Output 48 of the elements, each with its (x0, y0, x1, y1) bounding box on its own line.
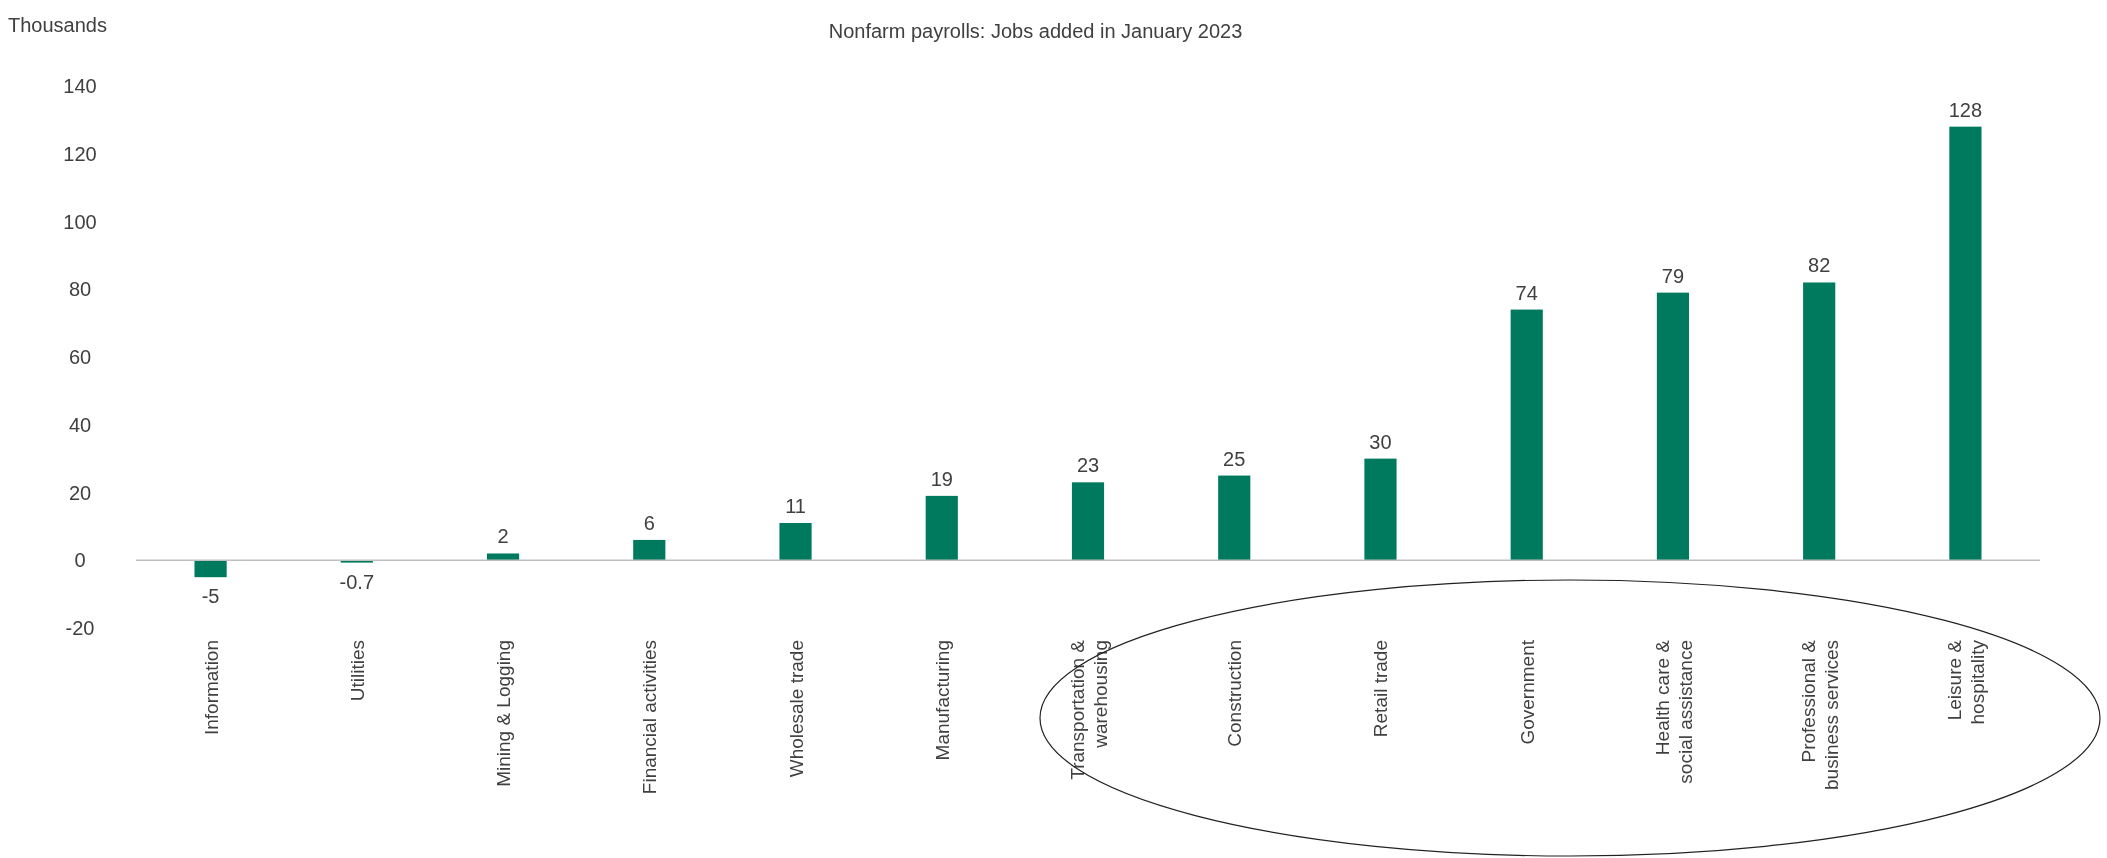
bar (1656, 292, 1690, 561)
bar (633, 539, 666, 561)
x-tick-label: Manufacturing (931, 640, 953, 761)
bar (1218, 475, 1251, 561)
bar (1364, 458, 1397, 561)
y-tick-label: 60 (68, 346, 92, 368)
x-tick-label: Financial activities (639, 640, 661, 795)
bar (925, 495, 958, 561)
y-tick-label: 0 (74, 549, 86, 572)
data-label: 79 (1661, 264, 1685, 287)
y-tick-label: 140 (63, 75, 97, 97)
x-tick-label: Health care & social assistance (1651, 639, 1696, 784)
y-tick-label: 100 (63, 210, 97, 233)
y-tick-label: 120 (63, 142, 97, 165)
bar (779, 522, 812, 561)
data-label: 74 (1515, 281, 1538, 304)
y-tick-label: 40 (68, 413, 92, 436)
bar (1803, 282, 1836, 561)
y-axis-title: Thousands (8, 14, 107, 36)
data-label: 30 (1369, 430, 1392, 453)
data-label: -0.7 (339, 570, 375, 593)
bar (1949, 126, 1982, 561)
chart-title: Nonfarm payrolls: Jobs added in January 2023 (828, 20, 1243, 42)
data-label: -5 (201, 585, 220, 608)
bar (486, 553, 520, 561)
bar (1510, 309, 1543, 561)
y-tick-label: -20 (65, 617, 95, 639)
data-label: 25 (1223, 447, 1246, 470)
data-label: 11 (785, 494, 806, 517)
x-tick-label: Construction (1224, 640, 1246, 747)
x-tick-label: Government (1516, 639, 1538, 745)
x-tick-label: Retail trade (1370, 640, 1392, 738)
y-tick-label: 80 (68, 278, 92, 301)
x-tick-label: Utilities (346, 640, 368, 702)
x-tick-label: Transportation & warehousing (1067, 639, 1111, 780)
bar (194, 560, 227, 578)
x-tick-label: Mining & Logging (493, 640, 515, 787)
data-label: 2 (497, 525, 509, 548)
data-label: 6 (643, 511, 655, 534)
data-label: 23 (1076, 454, 1100, 477)
x-tick-label: Wholesale trade (785, 640, 807, 778)
data-label: 82 (1808, 254, 1831, 277)
y-tick-label: 20 (68, 481, 92, 504)
x-tick-label: Leisure & hospitality (1944, 639, 1989, 725)
bar (1071, 482, 1105, 561)
data-label: 19 (930, 467, 953, 490)
x-tick-label: Information (200, 640, 222, 736)
data-label: 128 (1948, 98, 1983, 121)
